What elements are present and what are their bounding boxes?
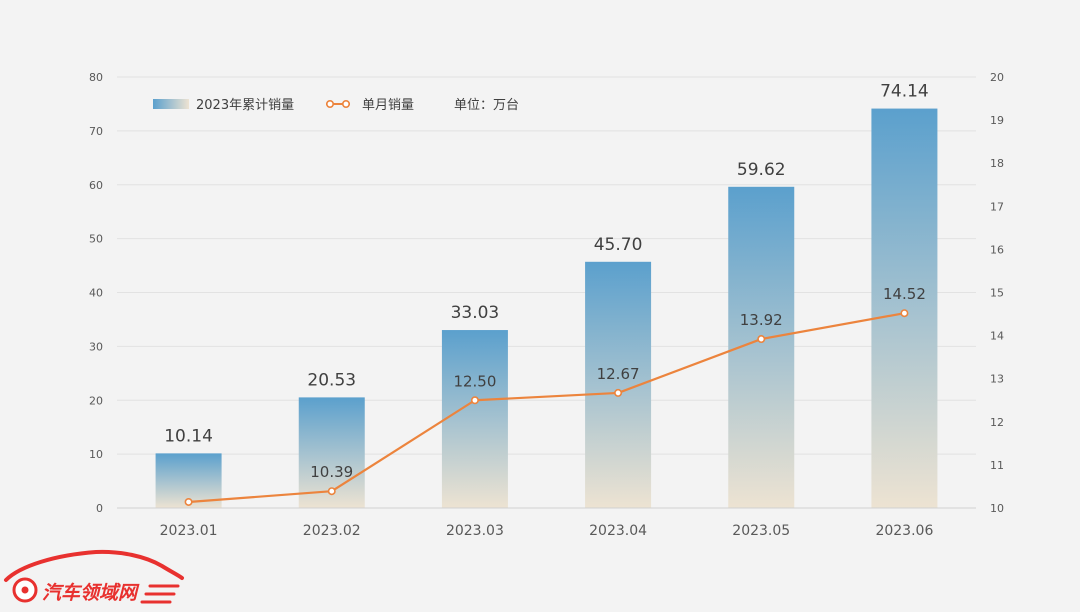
y-tick-label-right: 16 (990, 243, 1004, 256)
line-data-label: 12.67 (597, 365, 640, 383)
line-point (470, 396, 479, 405)
legend-marker (325, 100, 334, 109)
bar-data-label: 10.14 (164, 426, 213, 446)
watermark-logo: 汽车领域网 (4, 549, 184, 604)
y-tick-label-left: 20 (89, 394, 103, 407)
line-data-label: 14.52 (883, 285, 926, 303)
line-point (614, 388, 623, 397)
x-axis: 2023.01 2023.02 2023.03 2023.04 2023.05 2023.… (117, 507, 976, 539)
y-tick-label-left: 50 (89, 233, 103, 246)
bar-data-label: 45.70 (594, 235, 643, 255)
bar-series (155, 108, 938, 509)
legend-swatch-bar (153, 99, 189, 109)
bar (441, 330, 508, 508)
bar (871, 108, 938, 509)
bar-data-labels: 10.14 20.53 33.03 45.70 59.62 74.14 (164, 82, 929, 447)
y-tick-label-right: 12 (990, 416, 1004, 429)
y-tick-label-left: 30 (89, 340, 103, 353)
y-tick-label-right: 11 (990, 459, 1004, 472)
y-tick-label-right: 17 (990, 200, 1004, 213)
y-axis-right: 10 11 12 13 14 15 16 17 18 19 20 (990, 71, 1004, 515)
x-tick-label: 2023.01 (160, 523, 218, 539)
legend: 2023年累计销量 单月销量 单位：万台 (153, 98, 519, 113)
y-tick-label-left: 70 (89, 125, 103, 138)
y-tick-label-right: 19 (990, 114, 1004, 127)
line-data-label: 13.92 (740, 311, 783, 329)
y-axis-left: 0 10 20 30 40 50 60 70 80 (89, 71, 103, 515)
gridlines (117, 76, 976, 509)
x-tick-label: 2023.03 (446, 523, 504, 539)
y-tick-label-right: 14 (990, 330, 1004, 343)
bar-data-label: 74.14 (880, 82, 929, 102)
line-point (900, 309, 909, 318)
legend-marker (341, 100, 350, 109)
unit-note: 单位：万台 (454, 98, 519, 113)
x-tick-label: 2023.04 (589, 523, 647, 539)
line-data-labels: 10.39 12.50 12.67 13.92 14.52 (310, 285, 926, 481)
y-tick-label-right: 20 (990, 71, 1004, 84)
line-series (184, 309, 909, 506)
bar-data-label: 20.53 (307, 370, 356, 390)
y-tick-label-left: 40 (89, 287, 103, 300)
car-outline-icon (4, 549, 184, 582)
y-tick-label-left: 80 (89, 71, 103, 84)
line-point (757, 335, 766, 344)
line-point (184, 497, 193, 506)
bar-data-label: 59.62 (737, 160, 786, 180)
y-tick-label-left: 10 (89, 448, 103, 461)
y-tick-label-right: 13 (990, 373, 1004, 386)
legend-label-line: 单月销量 (362, 98, 414, 113)
watermark-text: 汽车领域网 (42, 582, 140, 604)
line-data-label: 10.39 (310, 463, 353, 481)
y-tick-label-right: 15 (990, 287, 1004, 300)
car-speed-lines-icon (140, 584, 180, 604)
y-tick-label-right: 10 (990, 502, 1004, 515)
y-tick-label-right: 18 (990, 157, 1004, 170)
x-tick-label: 2023.06 (875, 523, 933, 539)
x-tick-label: 2023.02 (303, 523, 361, 539)
line-point (327, 487, 336, 496)
line-path (188, 312, 905, 504)
bar-data-label: 33.03 (451, 303, 500, 323)
line-data-label: 12.50 (453, 372, 496, 390)
legend-label-bar: 2023年累计销量 (196, 98, 294, 113)
x-tick-label: 2023.05 (732, 523, 790, 539)
y-tick-label-left: 0 (96, 502, 103, 515)
y-tick-label-left: 60 (89, 179, 103, 192)
steering-wheel-hub-icon (21, 586, 29, 594)
